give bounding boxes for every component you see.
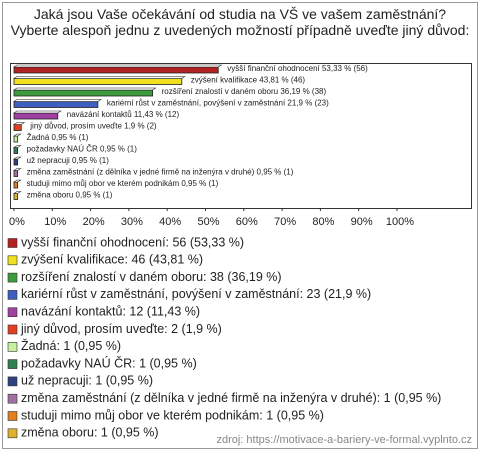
bar-top [13, 64, 223, 68]
bar-top [13, 145, 22, 148]
bar-top [13, 87, 157, 91]
bar-top [13, 179, 22, 183]
legend-swatch [7, 376, 18, 387]
bar [13, 89, 154, 97]
legend-swatch [7, 307, 18, 318]
x-tick-label: 50% [197, 216, 219, 228]
legend-label: vyšší finanční ohodnocení: 56 (53,33 %) [21, 235, 244, 249]
legend-swatch [7, 272, 18, 283]
legend-label: změna oboru: 1 (0,95 %) [21, 426, 159, 440]
bar-top [13, 99, 102, 102]
bar-label: zvýšení kvalifikace 43,81 % (46) [191, 76, 306, 85]
bar-label: rozšíření znalostí v daném oboru 36,19 %… [162, 87, 327, 96]
bar-top [13, 110, 62, 114]
legend-swatch [7, 290, 18, 300]
bar [13, 78, 183, 85]
bar-label: změna oboru 0,95 % (1) [27, 191, 113, 200]
bar-top [13, 191, 22, 194]
x-tick-label: 80% [312, 216, 334, 228]
bar [13, 147, 19, 154]
bar [13, 112, 59, 120]
legend-swatch [7, 393, 18, 404]
bar-top [13, 76, 186, 79]
bar-label: změna zaměstnání (z dělníka v jedné firm… [27, 168, 294, 177]
bar-top [13, 156, 22, 160]
x-tick-label: 40% [159, 216, 181, 228]
bar-label: požadavky NAÚ ČR 0,95 % (1) [27, 145, 138, 154]
x-tick-label: 70% [274, 216, 296, 228]
bar [13, 193, 19, 200]
legend-swatch [7, 411, 18, 421]
x-tick-label: 20% [83, 216, 105, 228]
x-tick-label: 0% [9, 216, 25, 228]
bar-label: studuji mimo můj obor ve kterém podnikám… [27, 179, 219, 188]
legend-swatch [7, 359, 18, 369]
plot-box [10, 63, 472, 209]
bar [13, 135, 19, 143]
legend-label: požadavky NAÚ ČR: 1 (0,95 %) [21, 355, 197, 370]
x-tick-label: 30% [121, 216, 143, 228]
bar-label: navázání kontaktů 11,43 % (12) [67, 110, 180, 119]
chart-title: Jaká jsou Vaše očekávání od studia na VŠ… [10, 6, 470, 38]
bar [13, 124, 22, 131]
legend-label: Žadná: 1 (0,95 %) [21, 338, 121, 353]
legend-swatch [7, 238, 18, 248]
bar-label: už nepracuji 0,95 % (1) [27, 156, 110, 165]
bar-label: kariérní růst v zaměstnání, povýšení v z… [107, 99, 329, 108]
x-tick-label: 90% [351, 216, 373, 228]
bar [13, 158, 19, 166]
legend-label: kariérní růst v zaměstnání, povýšení v z… [21, 287, 371, 301]
x-tick-label: 60% [236, 216, 258, 228]
legend-swatch [7, 428, 18, 439]
bar-top [13, 133, 22, 137]
legend-label: změna zaměstnání (z dělníka v jedné firm… [21, 391, 441, 405]
bar-top [13, 122, 26, 125]
x-tick-label: 10% [44, 216, 66, 228]
bar [13, 181, 19, 189]
bar [13, 66, 219, 74]
x-tick-label: 100% [386, 216, 414, 228]
legend-swatch [7, 341, 18, 352]
legend-label: studuji mimo můj obor ve kterém podnikám… [21, 408, 324, 422]
source: zdroj: https://motivace-a-bariery-ve-for… [216, 434, 472, 446]
bar-label: vyšší finanční ohodnocení 53,33 % (56) [227, 64, 368, 73]
bar-label: Žadná 0,95 % (1) [27, 133, 89, 142]
legend-swatch [7, 255, 18, 266]
legend-label: jiný důvod, prosím uveďte: 2 (1,9 %) [20, 322, 222, 336]
bar-label: jiný důvod, prosím uveďte 1,9 % (2) [29, 122, 157, 131]
bar-top [13, 168, 22, 171]
legend-label: zvýšení kvalifikace: 46 (43,81 %) [21, 253, 203, 267]
legend-label: rozšíření znalostí v daném oboru: 38 (36… [21, 270, 282, 284]
bar [13, 101, 99, 108]
legend-swatch [7, 324, 18, 335]
legend-label: už nepracuji: 1 (0,95 %) [21, 374, 153, 388]
legend-label: navázání kontaktů: 12 (11,43 %) [21, 304, 200, 318]
bar [13, 170, 19, 177]
